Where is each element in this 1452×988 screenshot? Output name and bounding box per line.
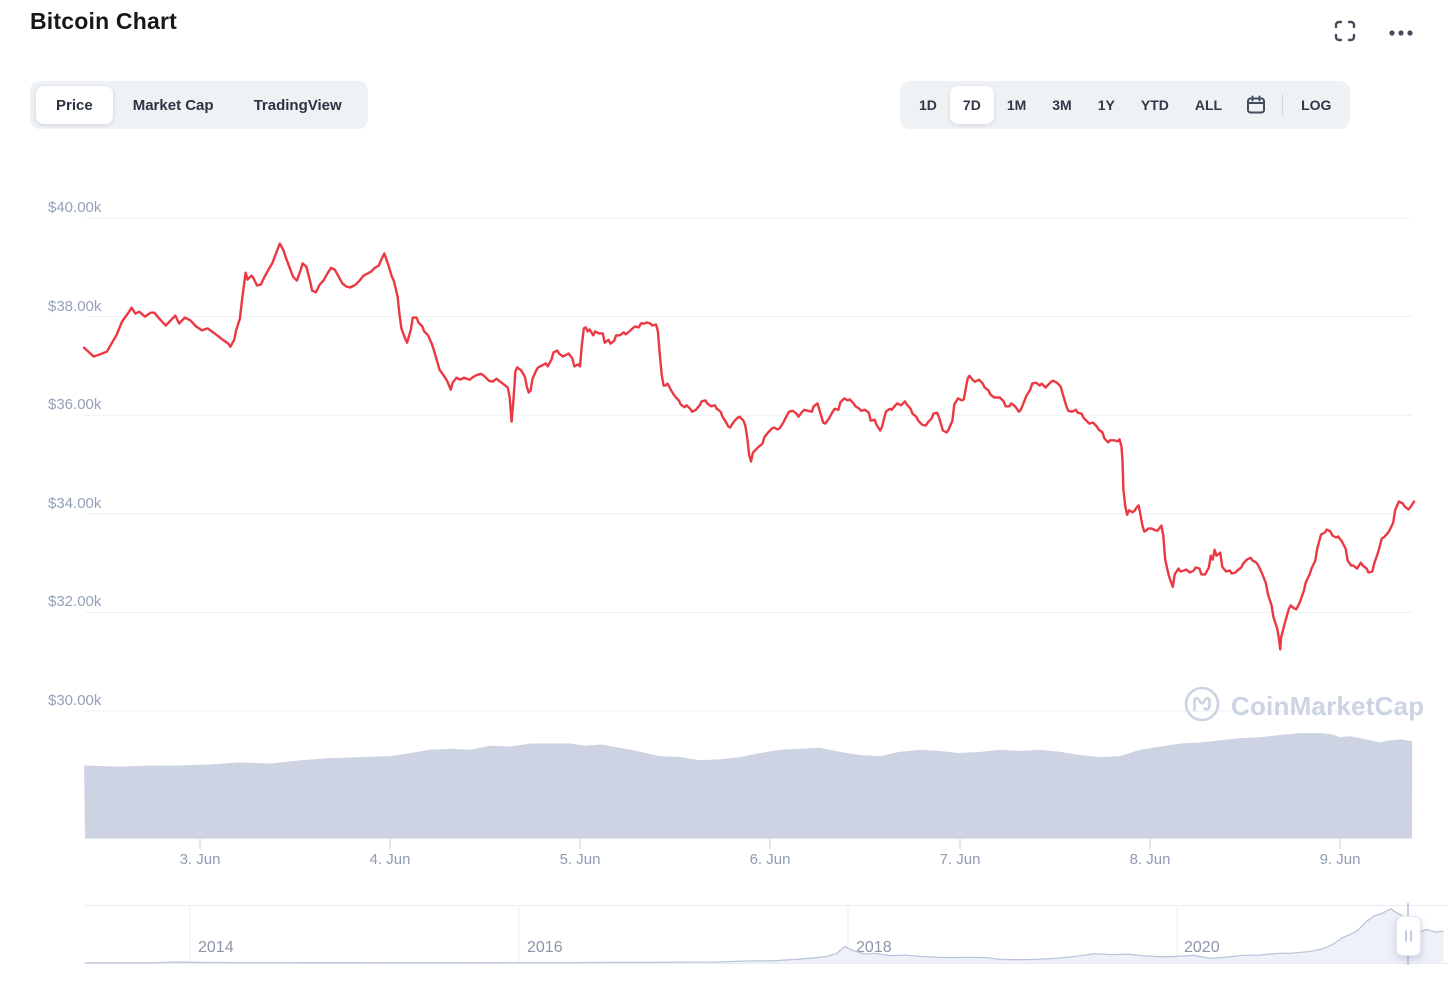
log-scale-toggle[interactable]: LOG <box>1301 97 1332 113</box>
chart-plot-area[interactable] <box>85 165 1415 840</box>
x-axis-label-jun8: 8. Jun <box>1129 851 1171 868</box>
range-ytd-button[interactable]: YTD <box>1140 97 1169 113</box>
y-axis-label-30k: $30.00k <box>48 692 102 709</box>
volume-area-series <box>84 733 1413 838</box>
tab-tradingview[interactable]: TradingView <box>253 96 342 114</box>
x-axis-ticks <box>199 838 1341 849</box>
fullscreen-icon[interactable] <box>1330 16 1360 46</box>
date-range-toolbar: 1D 7D 1M 3M 1Y YTD ALL LOG <box>900 81 1351 129</box>
toolbar-divider <box>1282 94 1284 116</box>
tab-price[interactable]: Price <box>36 86 113 124</box>
x-axis-label-jun3: 3. Jun <box>179 851 221 868</box>
range-7d-button[interactable]: 7D <box>949 86 994 124</box>
y-axis-label-38k: $38.00k <box>48 298 102 315</box>
price-line-series <box>82 242 1416 651</box>
x-axis-label-jun5: 5. Jun <box>559 851 601 868</box>
range-3m-button[interactable]: 3M <box>1052 97 1072 113</box>
x-axis-label-jun4: 4. Jun <box>369 851 411 868</box>
y-axis-label-36k: $36.00k <box>48 396 102 413</box>
x-axis-label-jun9: 9. Jun <box>1319 851 1361 868</box>
chart-type-tabs: Price Market Cap TradingView <box>30 81 368 129</box>
page-title: Bitcoin Chart <box>30 8 177 34</box>
navigator-year-2020: 2020 <box>1184 939 1220 956</box>
y-axis-label-32k: $32.00k <box>48 593 102 610</box>
navigator-range-handle[interactable] <box>1396 916 1421 956</box>
navigator-line-series <box>84 908 1444 964</box>
navigator-gridlines <box>85 905 1448 964</box>
chart-header-actions <box>1330 16 1416 46</box>
x-axis-label-jun7: 7. Jun <box>939 851 981 868</box>
navigator-year-2018: 2018 <box>856 939 892 956</box>
navigator-year-2016: 2016 <box>527 939 563 956</box>
y-gridlines <box>85 217 1412 712</box>
range-1d-button[interactable]: 1D <box>919 97 937 113</box>
tab-market-cap[interactable]: Market Cap <box>132 96 214 114</box>
navigator-area-series <box>84 908 1444 963</box>
range-all-button[interactable]: ALL <box>1194 97 1223 113</box>
calendar-icon[interactable] <box>1235 86 1277 124</box>
y-axis-label-34k: $34.00k <box>48 495 102 512</box>
y-axis-label-40k: $40.00k <box>48 199 102 216</box>
range-1y-button[interactable]: 1Y <box>1097 97 1115 113</box>
more-options-icon[interactable] <box>1386 16 1416 46</box>
x-axis-label-jun6: 6. Jun <box>749 851 791 868</box>
navigator-year-2014: 2014 <box>198 939 234 956</box>
range-1m-button[interactable]: 1M <box>1006 97 1027 113</box>
